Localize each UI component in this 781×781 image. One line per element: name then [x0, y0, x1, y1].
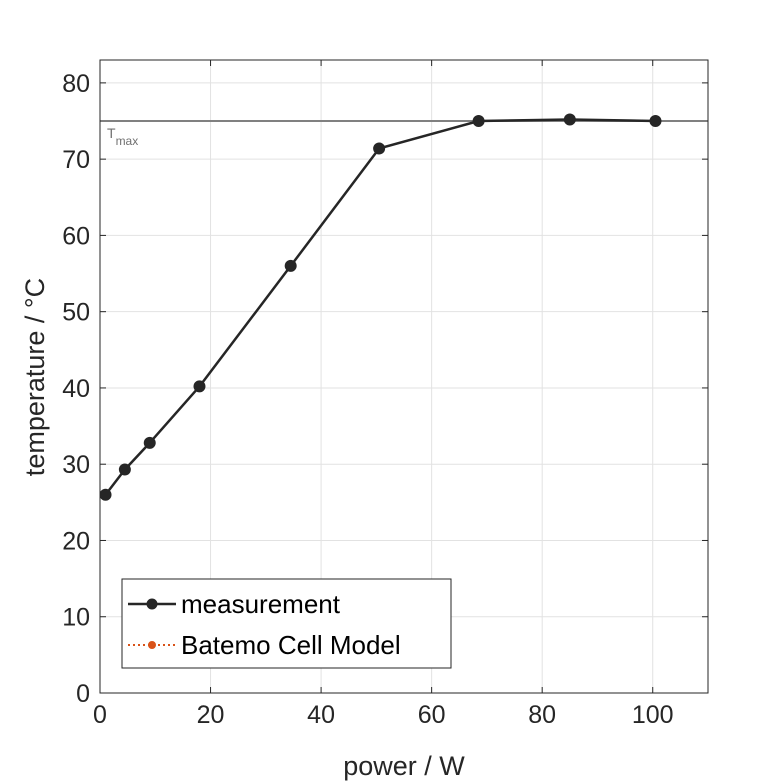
- data-point: [472, 115, 485, 128]
- x-tick-label: 20: [197, 701, 225, 729]
- legend-marker-measurement: [146, 598, 158, 610]
- x-tick-label: 100: [632, 701, 674, 729]
- y-tick-label: 0: [76, 680, 90, 708]
- x-tick-label: 0: [93, 701, 107, 729]
- x-axis-ticks: 0 20 40 60 80 100: [93, 60, 674, 729]
- data-point: [99, 488, 112, 501]
- y-tick-label: 60: [62, 222, 90, 250]
- x-axis-label: power / W: [343, 751, 465, 781]
- tmax-label-main: T: [107, 125, 116, 141]
- y-tick-label: 70: [62, 146, 90, 174]
- x-tick-label: 40: [307, 701, 335, 729]
- data-point: [143, 436, 156, 449]
- data-point: [373, 142, 386, 155]
- y-tick-label: 30: [62, 451, 90, 479]
- x-tick-label: 60: [418, 701, 446, 729]
- data-point: [193, 380, 206, 393]
- series-group: [99, 113, 662, 501]
- y-axis-label: temperature / °C: [20, 278, 50, 476]
- y-tick-label: 80: [62, 70, 90, 98]
- legend-label-measurement: measurement: [181, 589, 341, 619]
- legend-label-batemo: Batemo Cell Model: [181, 630, 401, 660]
- data-point: [284, 259, 297, 272]
- y-tick-label: 40: [62, 375, 90, 403]
- legend-marker-batemo: [148, 641, 156, 649]
- legend-box: [121, 578, 452, 669]
- plot-frame: [99, 59, 709, 694]
- legend: measurement Batemo Cell Model: [121, 578, 452, 669]
- y-tick-label: 10: [62, 604, 90, 632]
- y-axis-ticks: 0 10 20 30 40 50 60 70 80: [62, 70, 708, 708]
- tmax-label-sub: max: [116, 134, 139, 148]
- y-tick-label: 50: [62, 299, 90, 327]
- y-tick-label: 20: [62, 527, 90, 555]
- x-tick-label: 80: [528, 701, 556, 729]
- data-point: [649, 115, 662, 128]
- data-point: [118, 463, 131, 476]
- tmax-label: Tmax: [107, 125, 138, 148]
- data-point: [563, 113, 576, 126]
